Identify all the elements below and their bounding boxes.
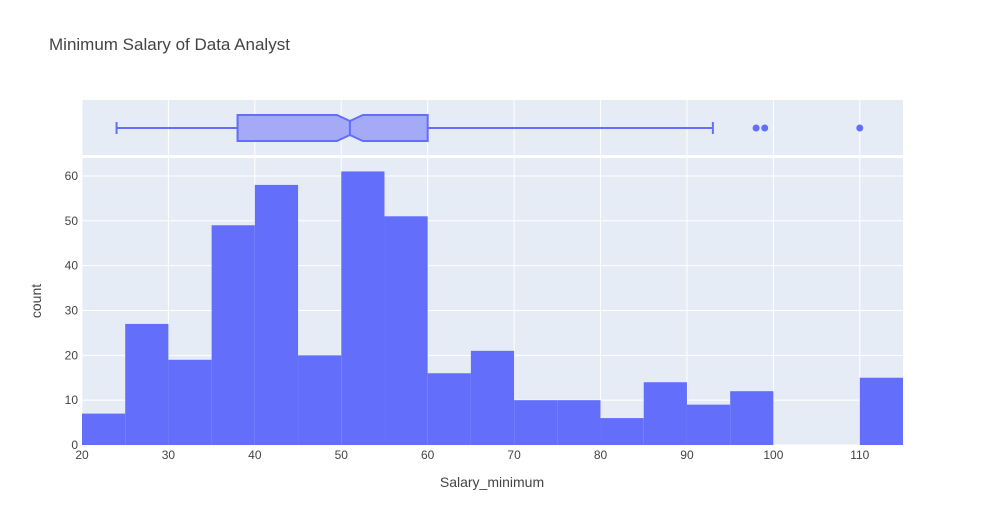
y-tick-label: 20 [65, 348, 79, 362]
histogram-bar[interactable] [168, 359, 212, 445]
x-tick-label: 110 [850, 448, 869, 462]
histogram-bar[interactable] [643, 382, 687, 445]
histogram-bar[interactable] [125, 323, 169, 445]
marginal-box-panel [81, 100, 903, 155]
histogram-bar[interactable] [514, 400, 558, 445]
y-tick-label: 50 [65, 214, 79, 228]
histogram-bar[interactable] [254, 184, 299, 445]
x-tick-label: 80 [594, 448, 608, 462]
histogram-bar[interactable] [730, 391, 774, 445]
histogram-bars [82, 171, 903, 445]
x-tick-label: 100 [763, 448, 783, 462]
y-axis-ticks: 0 10 20 30 40 50 60 [65, 169, 79, 452]
histogram-bar[interactable] [427, 373, 471, 445]
histogram-bar[interactable] [557, 400, 601, 445]
chart-title: Minimum Salary of Data Analyst [49, 35, 290, 54]
histogram-bar[interactable] [298, 355, 342, 445]
box-outlier-point [752, 124, 760, 132]
x-axis-ticks: 20 30 40 50 60 70 80 90 100 110 [75, 448, 869, 462]
histogram-bar[interactable] [470, 350, 515, 445]
x-tick-label: 20 [75, 448, 89, 462]
histogram-bar[interactable] [341, 171, 385, 445]
histogram-panel: 20 30 40 50 60 70 80 90 100 110 0 10 20 30 40 50 60 [65, 158, 903, 462]
y-tick-label: 40 [65, 259, 79, 273]
histogram-bar[interactable] [859, 377, 903, 445]
x-tick-label: 70 [507, 448, 521, 462]
box-outlier-point [761, 124, 769, 132]
x-tick-label: 30 [162, 448, 176, 462]
x-tick-label: 50 [335, 448, 349, 462]
histogram-bar[interactable] [82, 413, 126, 445]
x-tick-label: 40 [248, 448, 262, 462]
x-axis-title: Salary_minimum [440, 474, 544, 490]
y-tick-label: 60 [65, 169, 79, 183]
box-outlier-point [856, 124, 864, 132]
histogram-bar[interactable] [211, 225, 255, 445]
histogram-bar[interactable] [686, 404, 731, 445]
box-body [236, 114, 429, 142]
y-tick-label: 10 [65, 393, 79, 407]
histogram-bar[interactable] [384, 216, 428, 445]
y-tick-label: 30 [65, 303, 79, 317]
y-tick-label: 0 [71, 438, 78, 452]
x-tick-label: 90 [680, 448, 694, 462]
x-tick-label: 60 [421, 448, 435, 462]
histogram-bar[interactable] [600, 418, 644, 445]
marginal-box-plot[interactable] [115, 114, 864, 142]
y-axis-title: count [28, 284, 44, 318]
